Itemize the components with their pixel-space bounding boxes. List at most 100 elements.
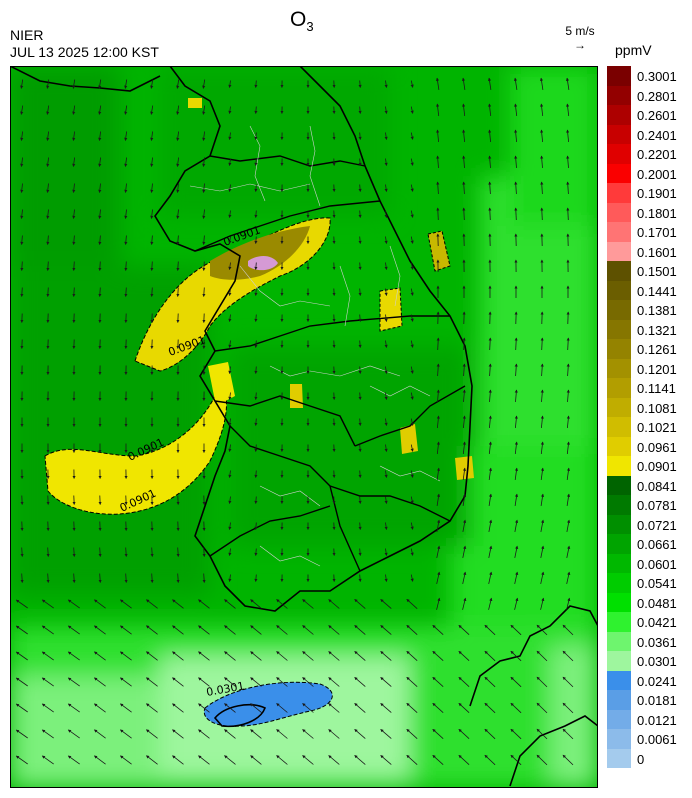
wind-arrow — [145, 703, 158, 713]
wind-arrow — [224, 625, 236, 635]
legend-item: 0.0961 — [607, 436, 692, 456]
wind-arrow — [410, 470, 414, 478]
wind-arrow — [328, 651, 340, 661]
wind-arrow — [145, 599, 158, 609]
legend-label: 0.1321 — [637, 322, 677, 338]
wind-arrow — [328, 703, 340, 713]
legend-label: 0.1501 — [637, 264, 677, 279]
wind-arrow — [224, 703, 236, 713]
wind-arrow — [410, 80, 414, 88]
legend-item: 0.0601 — [607, 553, 692, 573]
legend-label: 0.3001 — [637, 69, 677, 84]
wind-arrow — [72, 547, 76, 558]
wind-arrow — [410, 106, 414, 114]
wind-arrow — [67, 755, 80, 765]
wind-arrow — [410, 236, 414, 244]
wind-arrow — [354, 755, 366, 765]
wind-arrow — [302, 755, 314, 765]
wind-arrow — [436, 363, 440, 377]
wind-arrow — [254, 314, 258, 323]
wind-arrow — [254, 236, 258, 245]
wind-arrow — [358, 418, 362, 427]
legend-label: 0.0121 — [637, 712, 677, 728]
wind-arrow — [510, 754, 522, 766]
wind-arrow — [384, 418, 388, 427]
wind-arrow — [124, 287, 128, 298]
wind-arrow — [228, 574, 232, 583]
wind-arrow — [119, 755, 132, 765]
wind-arrow — [487, 77, 492, 90]
legend-item: 0.1381 — [607, 300, 692, 320]
wind-arrow — [93, 599, 106, 609]
wind-arrow — [514, 155, 518, 169]
legend-item: 0.2201 — [607, 144, 692, 164]
legend-item: 0.1701 — [607, 222, 692, 242]
wind-arrow — [224, 677, 236, 687]
wind-arrow — [488, 389, 492, 403]
wind-arrow — [384, 366, 388, 375]
wind-arrow — [540, 129, 544, 143]
wind-arrow — [172, 599, 184, 609]
wind-arrow — [384, 496, 388, 505]
legend-item: 0.1501 — [607, 261, 692, 281]
wind-arrow — [462, 337, 466, 351]
wind-arrow — [406, 728, 418, 739]
legend-item: 0.0421 — [607, 612, 692, 632]
legend-swatch — [607, 748, 631, 768]
wind-arrow — [462, 415, 466, 429]
wind-arrow — [358, 262, 362, 271]
wind-arrow — [358, 158, 362, 167]
wind-arrow — [540, 363, 544, 377]
wind-arrow — [228, 392, 232, 401]
wind-arrow — [436, 597, 441, 610]
wind-arrow — [202, 209, 206, 220]
legend-item: 0.2001 — [607, 163, 692, 183]
wind-arrow — [380, 703, 392, 713]
legend-swatch — [607, 475, 631, 495]
legend-item: 0.1441 — [607, 280, 692, 300]
wind-arrow — [145, 755, 158, 765]
wind-arrow — [228, 210, 232, 219]
wind-arrow — [488, 519, 493, 532]
wind-arrow — [384, 210, 388, 219]
legend-item: 0.1201 — [607, 358, 692, 378]
wind-arrow — [514, 545, 519, 558]
wind-arrow — [15, 755, 28, 765]
wind-arrow — [124, 105, 128, 115]
wind-arrow — [384, 262, 388, 271]
wind-arrow — [176, 105, 180, 115]
legend-label: 0.1081 — [637, 400, 677, 416]
wind-arrow — [46, 547, 50, 558]
wind-arrow — [15, 599, 28, 609]
wind-arrow — [224, 755, 236, 765]
legend-item: 0.3001 — [607, 66, 692, 86]
wind-arrow — [41, 703, 54, 713]
wind-arrow — [228, 496, 232, 505]
wind-arrow — [358, 496, 362, 505]
wind-arrow — [436, 389, 440, 403]
wind-arrow — [20, 261, 24, 272]
wind-arrow — [410, 392, 414, 400]
wind-arrow — [540, 181, 544, 195]
wind-arrow — [484, 728, 496, 740]
wind-arrow — [198, 651, 210, 661]
legend-swatch — [607, 631, 631, 651]
wind-arrow — [254, 80, 258, 89]
legend-item: 0.0721 — [607, 514, 692, 534]
wind-arrow — [224, 599, 236, 609]
wind-arrow — [406, 650, 418, 661]
legend-swatch — [607, 670, 631, 690]
wind-arrow — [172, 677, 184, 687]
legend-label: 0.1201 — [637, 361, 677, 377]
legend-label: 0.0541 — [637, 576, 677, 591]
wind-arrow — [20, 287, 24, 298]
wind-arrow — [484, 676, 496, 688]
wind-arrow — [406, 598, 418, 609]
wind-arrow — [124, 209, 128, 220]
legend-label: 0.0361 — [637, 634, 677, 650]
color-legend: 0.3001 0.2801 0.2601 0.2401 0.2201 0.2001 0.19… — [607, 66, 692, 768]
wind-arrow — [462, 129, 466, 143]
wind-arrow — [514, 363, 518, 377]
legend-item: 0.1141 — [607, 378, 692, 398]
wind-arrow — [536, 676, 548, 688]
